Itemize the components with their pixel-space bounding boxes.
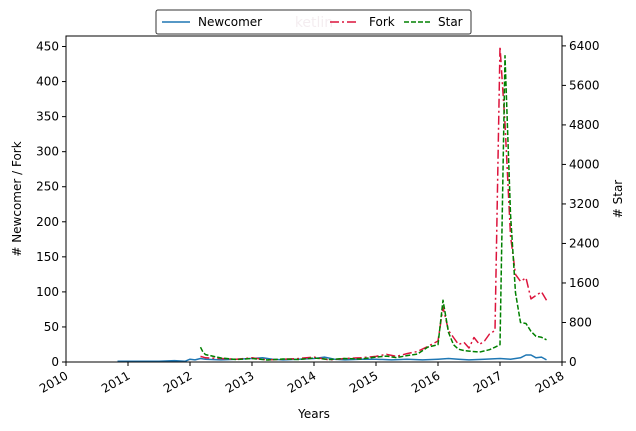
y-right-axis-ticks: 0 800 1600 2400 3200 4000 4800 5600 6400 [562, 39, 600, 369]
plot-frame [65, 35, 563, 363]
y-right-tick-label: 2400 [569, 236, 600, 250]
y-left-tick-label: 350 [36, 110, 59, 124]
x-tick-label: 2018 [533, 368, 566, 395]
y-right-tick-label: 4000 [569, 157, 600, 171]
x-tick-label: 2015 [347, 368, 380, 395]
series-line-fork [200, 45, 548, 361]
y-left-tick-label: 100 [36, 285, 59, 299]
y-right-tick-label: 4800 [569, 118, 600, 132]
legend-label-star: Star [438, 15, 463, 29]
x-tick-label: 2011 [99, 368, 132, 395]
series-layer [117, 45, 548, 363]
y-left-tick-label: 150 [36, 250, 59, 264]
y-right-axis-label: # Star [611, 180, 625, 219]
x-tick-label: 2017 [471, 368, 504, 395]
x-tick-label: 2013 [223, 368, 256, 395]
legend-frame [155, 9, 472, 35]
x-axis-ticks: 2010 2011 2012 2013 2014 2015 2016 2017 2018 [37, 362, 567, 396]
y-right-tick-label: 5600 [569, 78, 600, 92]
legend-label-fork: Fork [369, 15, 395, 29]
y-right-tick-label: 3200 [569, 197, 600, 211]
x-tick-label: 2016 [409, 368, 442, 395]
y-right-tick-label: 800 [569, 315, 592, 329]
y-left-tick-label: 300 [36, 145, 59, 159]
series-line-star [199, 55, 547, 361]
y-left-tick-label: 50 [44, 320, 59, 334]
y-right-tick-label: 6400 [569, 39, 600, 53]
y-left-axis-label: # Newcomer / Fork [10, 141, 24, 256]
y-left-tick-label: 400 [36, 75, 59, 89]
y-left-tick-label: 450 [36, 40, 59, 54]
y-right-tick-label: 1600 [569, 276, 600, 290]
series-line-newcomer [117, 354, 547, 363]
legend-label-newcomer: Newcomer [198, 15, 262, 29]
legend: Newcomer Fork Star [155, 9, 472, 35]
x-tick-label: 2012 [161, 368, 194, 395]
y-left-tick-label: 200 [36, 215, 59, 229]
y-left-axis-ticks: 0 50 100 150 200 250 300 350 400 450 [36, 40, 66, 369]
x-axis-label: Years [297, 407, 330, 421]
x-tick-label: 2014 [285, 368, 318, 395]
x-tick-label: 2010 [37, 368, 70, 395]
y-right-tick-label: 0 [569, 355, 577, 369]
y-left-tick-label: 250 [36, 180, 59, 194]
y-left-tick-label: 0 [51, 355, 59, 369]
